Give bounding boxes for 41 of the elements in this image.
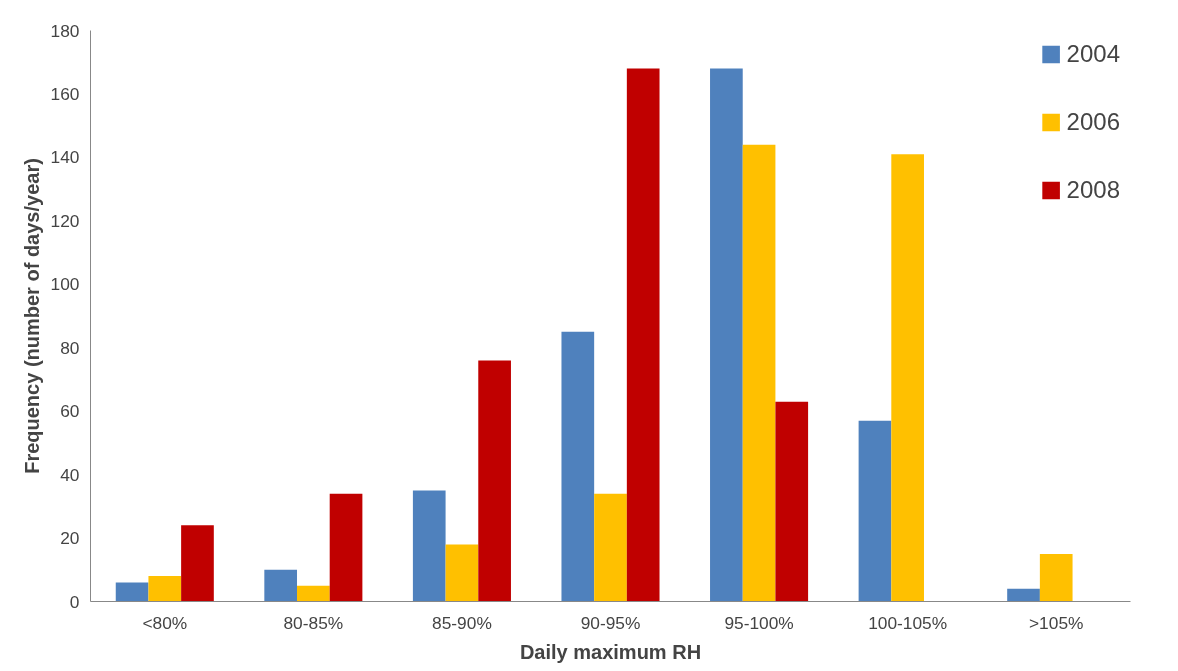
bar xyxy=(626,68,660,602)
bar xyxy=(445,544,479,602)
y-tick-label: 120 xyxy=(50,210,80,231)
x-tick-label: <80% xyxy=(142,612,188,633)
bar xyxy=(1007,588,1040,602)
legend-label: 2004 xyxy=(1066,40,1120,68)
bar xyxy=(478,360,511,602)
bar xyxy=(1039,553,1073,602)
y-tick-label: 160 xyxy=(50,83,80,104)
bar xyxy=(115,582,149,602)
y-tick-label: 60 xyxy=(60,401,80,422)
legend-label: 2008 xyxy=(1066,176,1120,204)
x-axis-title: Daily maximum RH xyxy=(519,640,702,663)
x-tick-label: 95-100% xyxy=(724,612,794,633)
x-tick-label: 100-105% xyxy=(868,612,948,633)
bar xyxy=(775,401,809,602)
bar xyxy=(742,144,776,602)
bar xyxy=(710,68,743,602)
bar xyxy=(561,331,595,602)
y-tick-label: 180 xyxy=(50,20,80,41)
x-tick-label: 90-95% xyxy=(580,612,641,633)
y-tick-label: 80 xyxy=(60,337,80,358)
x-tick-label: >105% xyxy=(1029,612,1084,633)
bar xyxy=(891,154,924,602)
bar xyxy=(412,490,446,602)
bar xyxy=(264,569,298,602)
y-axis-title: Frequency (number of days/year) xyxy=(20,158,43,474)
y-tick-label: 100 xyxy=(50,274,80,295)
y-tick-label: 0 xyxy=(69,591,80,612)
bar xyxy=(858,420,892,602)
bar xyxy=(329,493,363,602)
y-tick-label: 20 xyxy=(60,528,80,549)
y-tick-label: 140 xyxy=(50,147,80,168)
x-tick-label: 80-85% xyxy=(283,612,344,633)
bar xyxy=(181,525,214,602)
y-tick-label: 40 xyxy=(60,464,80,485)
bar xyxy=(148,576,182,602)
bar xyxy=(594,493,627,602)
x-tick-label: 85-90% xyxy=(432,612,492,633)
legend-label: 2006 xyxy=(1066,108,1120,136)
bar xyxy=(297,585,330,602)
